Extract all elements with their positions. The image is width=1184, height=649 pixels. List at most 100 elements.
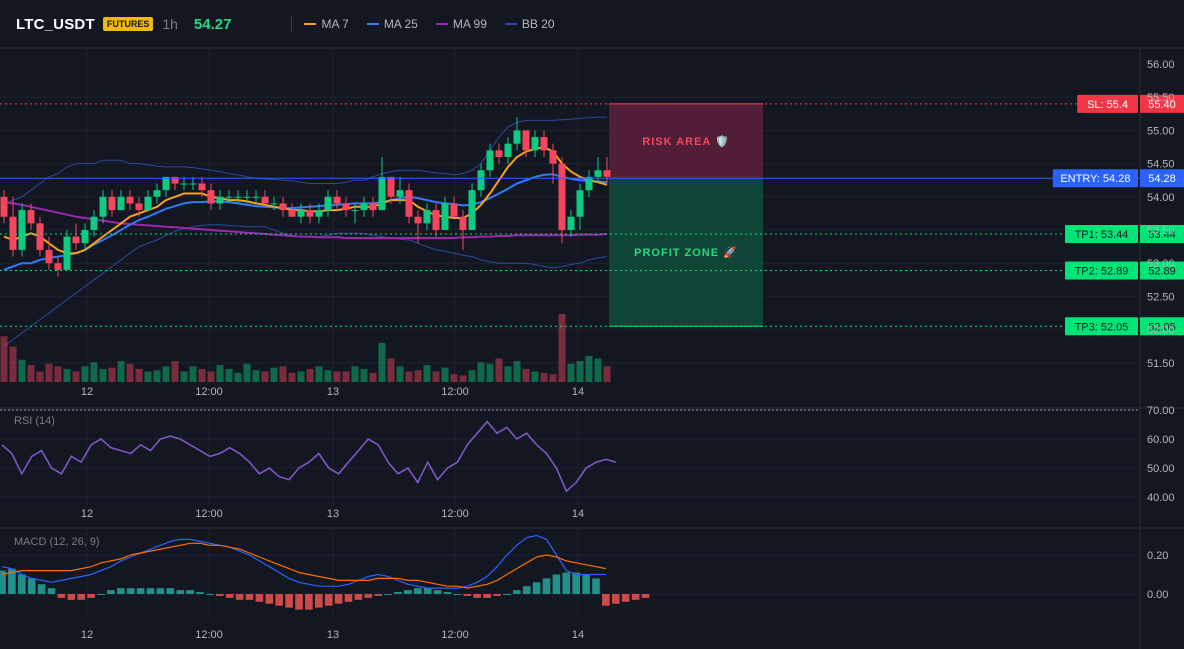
macd-histogram-bar	[87, 594, 95, 598]
candle-body	[459, 216, 467, 230]
candle-body	[333, 196, 341, 204]
symbol-name[interactable]: LTC_USDT	[16, 15, 95, 33]
time-tick-label: 12:00	[441, 629, 469, 641]
volume-bar	[234, 372, 242, 382]
rsi-tick-label: 50.00	[1147, 463, 1175, 475]
rsi-tick-label: 70.00	[1147, 405, 1175, 417]
candle-body	[99, 196, 107, 217]
tp1-axis-tag	[1140, 224, 1184, 243]
volume-bar	[162, 366, 170, 382]
candle-body	[72, 236, 80, 244]
candle-body	[540, 137, 548, 151]
macd-histogram-bar	[156, 588, 165, 594]
candle-body	[207, 190, 215, 204]
volume-bar	[288, 372, 296, 382]
candle-body	[189, 183, 197, 185]
macd-tick-label: 0.00	[1147, 589, 1168, 601]
candle-body	[126, 196, 134, 204]
price-tick-label: 56.00	[1147, 59, 1175, 71]
macd-histogram-bar	[562, 572, 571, 594]
macd-histogram-bar	[354, 594, 363, 600]
macd-line	[1, 534, 606, 589]
macd-histogram-bar	[522, 586, 531, 594]
candle-body	[513, 130, 521, 144]
macd-histogram-bar	[305, 594, 313, 610]
volume-bar	[36, 371, 44, 382]
volume-bar	[9, 346, 17, 382]
macd-histogram-bar	[503, 594, 511, 595]
macd-histogram-bar	[572, 572, 580, 594]
entry-axis-text: 54.28	[1148, 173, 1176, 185]
macd-histogram-bar	[641, 594, 650, 598]
macd-histogram-bar	[77, 594, 85, 600]
volume-bar	[72, 371, 80, 382]
macd-histogram-bar	[453, 594, 462, 595]
macd-histogram-bar	[592, 578, 600, 594]
macd-histogram-bar	[374, 594, 382, 596]
legend-ma99[interactable]: MA 99	[435, 17, 487, 31]
macd-histogram-bar	[37, 584, 46, 594]
candle-body	[234, 196, 242, 198]
candle-body	[225, 196, 233, 198]
price-tick-label: 55.50	[1147, 92, 1175, 104]
legend-ma25[interactable]: MA 25	[366, 17, 418, 31]
macd-histogram-bar	[394, 592, 402, 594]
macd-histogram-bar	[235, 594, 244, 600]
volume-bar	[189, 366, 197, 382]
candle-body	[351, 210, 359, 212]
time-tick-label: 12:00	[441, 508, 469, 520]
legend-bb20-swatch	[504, 23, 517, 25]
timeframe-label[interactable]: 1h	[162, 16, 178, 32]
volume-bar	[504, 366, 512, 382]
candle-body	[414, 216, 422, 224]
sl-level-tag	[1077, 94, 1138, 113]
volume-bar	[27, 365, 35, 382]
time-tick-label: 14	[572, 629, 584, 641]
volume-bar	[342, 371, 350, 382]
time-tick-label: 12	[81, 508, 93, 520]
entry-axis-tag	[1140, 169, 1184, 188]
risk-zone	[609, 103, 763, 179]
macd-histogram-bar	[126, 588, 135, 594]
macd-histogram-bar	[423, 588, 432, 594]
legend-ma7-label: MA 7	[321, 17, 349, 31]
volume-bar	[441, 367, 449, 382]
volume-bar	[180, 371, 188, 382]
macd-histogram-bar	[404, 590, 412, 594]
macd-histogram-bar	[107, 590, 115, 594]
macd-histogram-bar	[27, 578, 36, 594]
macd-histogram-bar	[463, 594, 472, 596]
time-tick-label: 12:00	[195, 629, 223, 641]
volume-bar	[45, 363, 53, 382]
candle-body	[27, 210, 35, 224]
legend-ma25-label: MA 25	[383, 17, 418, 31]
volume-bar	[0, 336, 8, 382]
macd-histogram-bar	[483, 594, 491, 598]
candle-body	[81, 230, 89, 244]
futures-badge: FUTURES	[102, 17, 154, 31]
candle-body	[378, 176, 386, 211]
macd-histogram-bar	[57, 594, 66, 598]
macd-histogram-bar	[0, 570, 6, 594]
candle-body	[360, 203, 368, 211]
profit-zone-label: PROFIT ZONE 🚀	[634, 246, 738, 259]
legend-bb20[interactable]: BB 20	[504, 17, 555, 31]
sl-level-text: SL: 55.4	[1087, 99, 1128, 111]
candle-body	[495, 150, 503, 157]
time-tick-label: 12:00	[195, 508, 223, 520]
macd-histogram-bar	[532, 582, 541, 594]
macd-histogram-bar	[18, 574, 26, 594]
volume-bar	[315, 366, 323, 382]
candle-body	[36, 223, 44, 250]
macd-histogram-bar	[196, 592, 204, 594]
time-tick-label: 13	[327, 629, 339, 641]
legend-ma99-label: MA 99	[452, 17, 487, 31]
volume-bar	[468, 370, 476, 382]
macd-histogram-bar	[245, 594, 254, 600]
legend-ma7[interactable]: MA 7	[304, 17, 349, 31]
sl-axis-text: 55.40	[1148, 99, 1176, 111]
macd-histogram-bar	[631, 594, 640, 600]
volume-bar	[144, 371, 152, 382]
candle-body	[477, 170, 485, 191]
